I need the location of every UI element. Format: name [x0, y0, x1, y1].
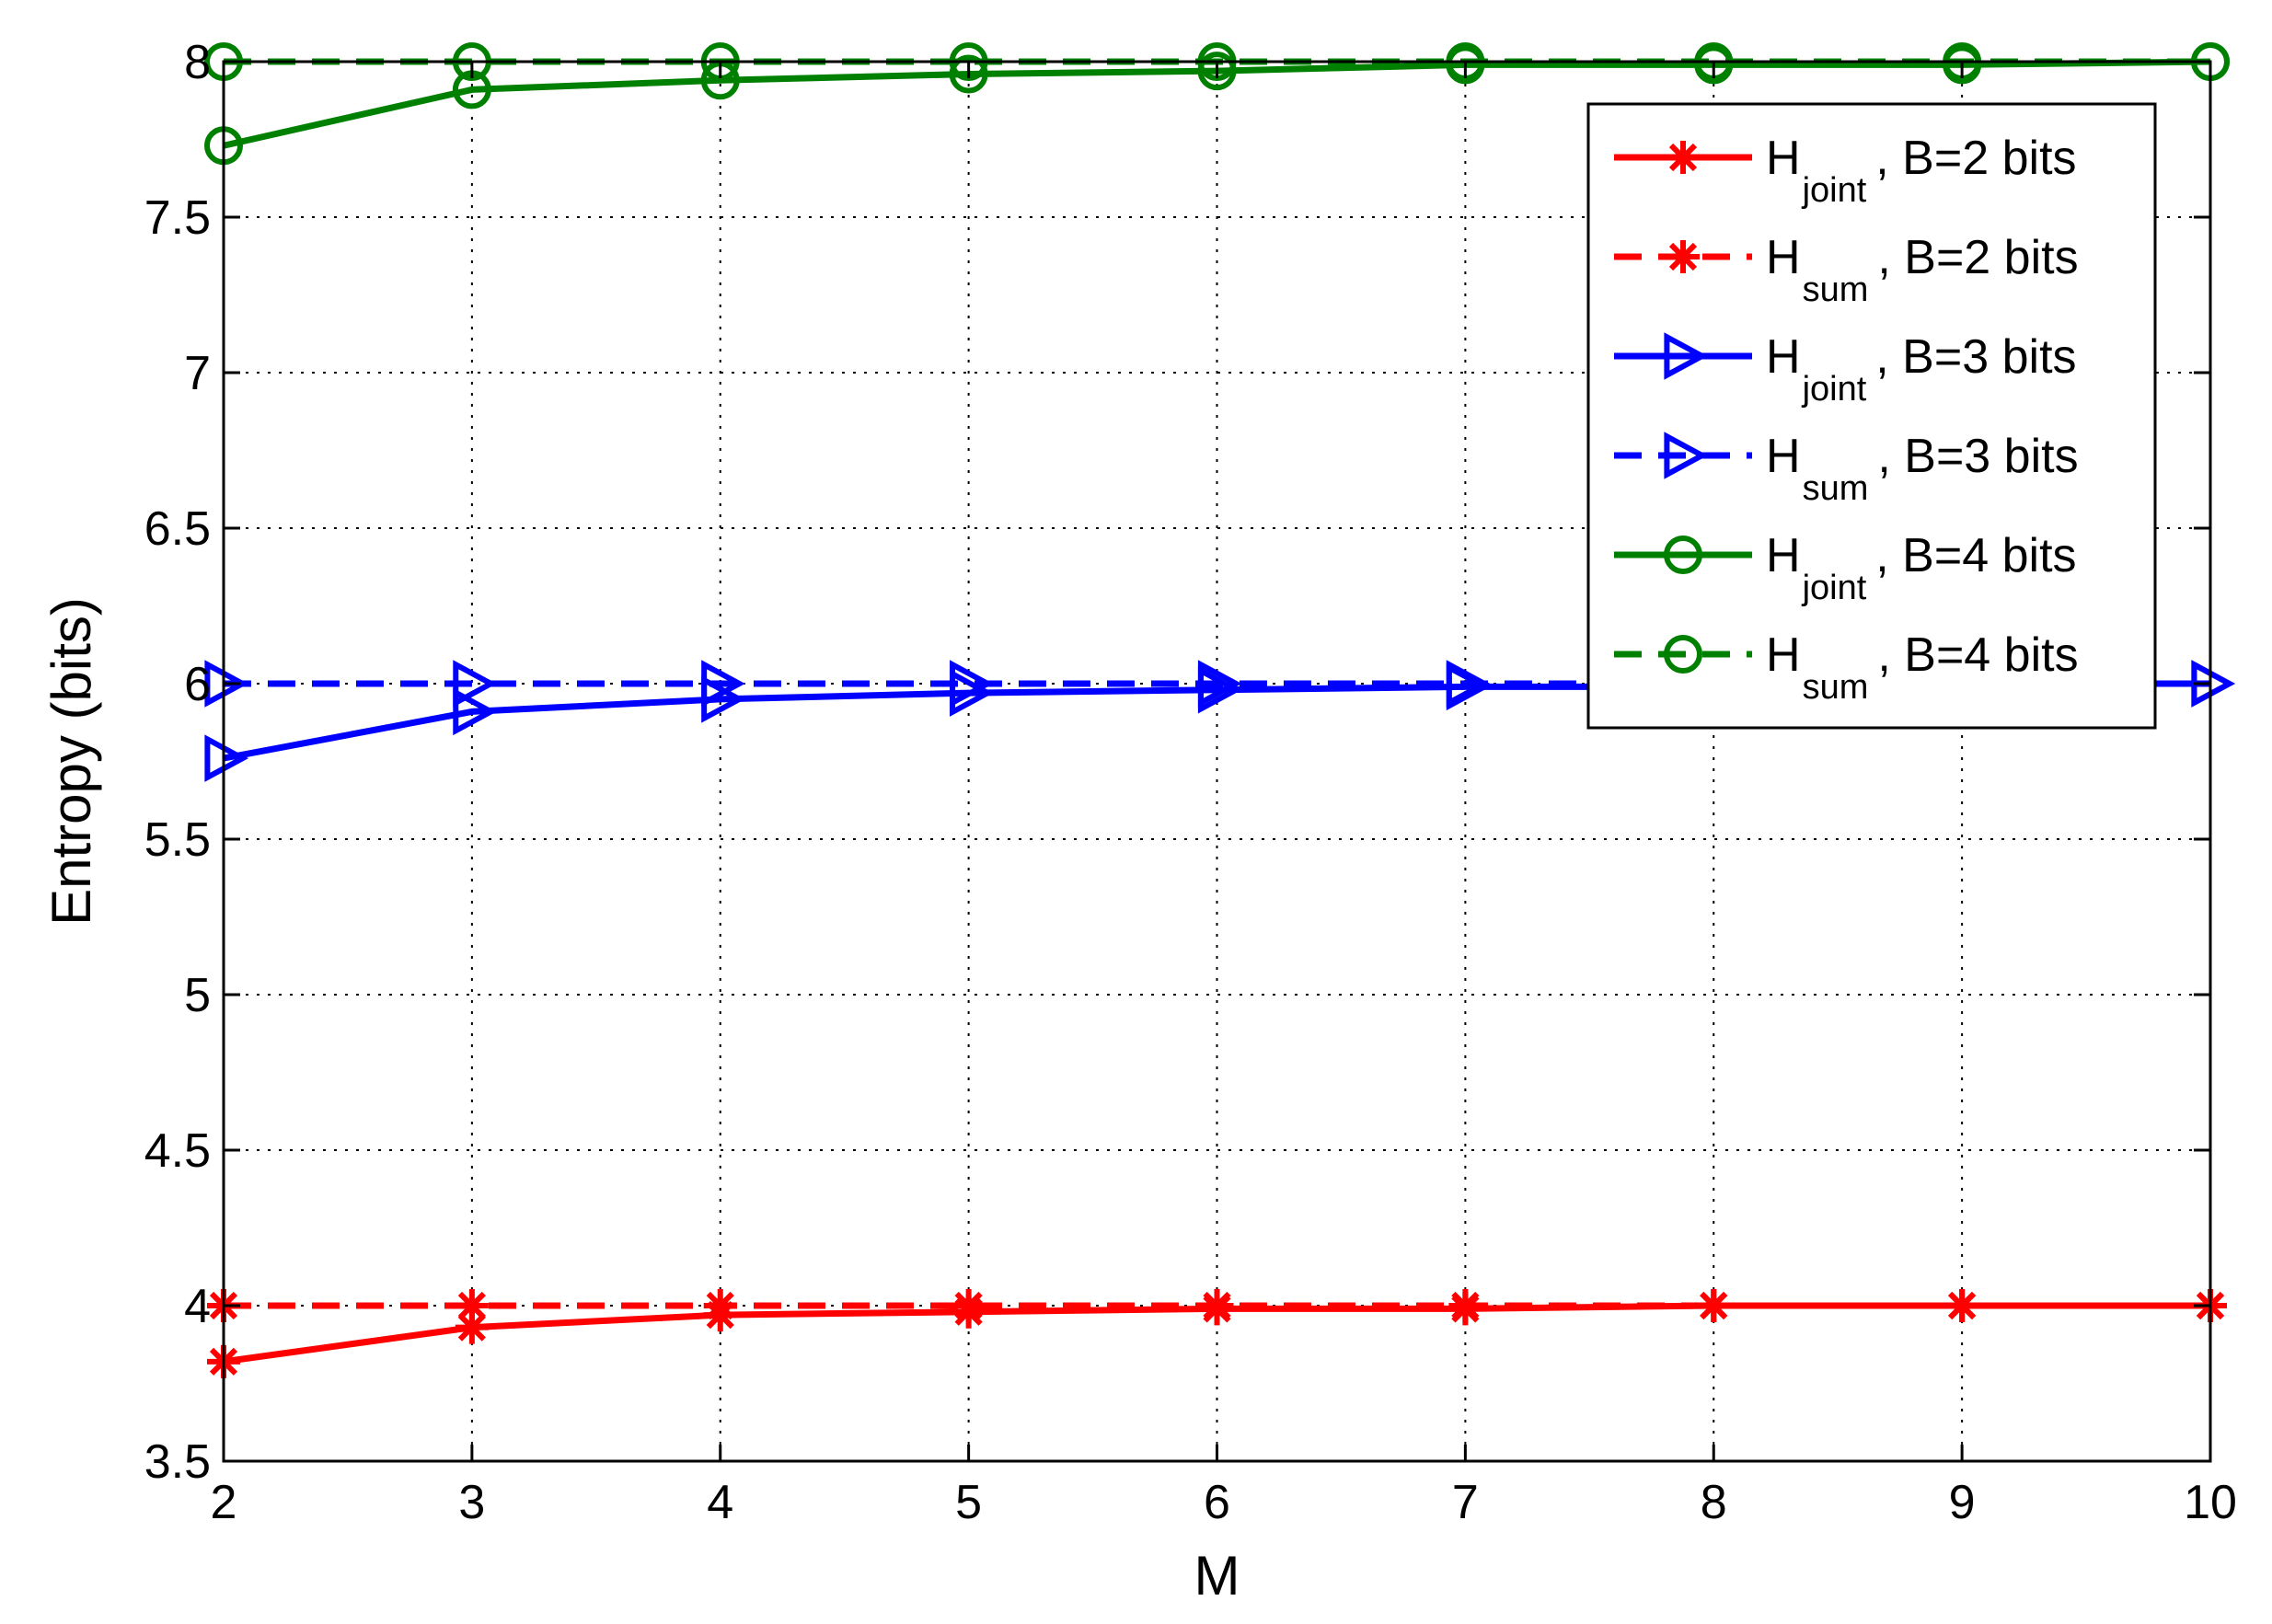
data-point [453, 687, 497, 736]
legend-label: Hsum, B=4 bits [1766, 628, 2079, 707]
x-axis-title: M [1194, 1545, 1240, 1607]
data-point [1448, 1289, 1482, 1322]
data-point [1945, 1289, 1979, 1322]
legend-label: Hjoint, B=4 bits [1766, 529, 2077, 607]
data-point [1200, 1289, 1234, 1322]
legend-item: Hsum, B=3 bits [1614, 430, 2079, 508]
data-point [1446, 660, 1491, 708]
legend-marker [1667, 141, 1700, 174]
data-point [455, 1289, 489, 1322]
legend-label: Hjoint, B=3 bits [1766, 330, 2077, 409]
y-tick-label: 5 [184, 969, 211, 1022]
x-tick-label: 9 [1949, 1476, 1976, 1529]
data-point [951, 1289, 986, 1322]
tick-labels: 2 3 4 5 6 7 8 9 10 3.5 4 4.5 5 5.5 6 6.5 7 7.5 8 [144, 36, 2237, 1529]
legend-marker [1664, 332, 1709, 380]
x-tick-label: 2 [211, 1476, 237, 1529]
data-point [703, 1289, 737, 1322]
y-tick-label: 6 [184, 658, 211, 711]
legend-item: Hsum, B=2 bits [1614, 231, 2079, 309]
y-tick-label: 7 [184, 347, 211, 400]
y-tick-label: 5.5 [144, 813, 211, 867]
y-tick-label: 7.5 [144, 191, 211, 245]
y-tick-label: 3.5 [144, 1435, 211, 1489]
y-tick-label: 6.5 [144, 502, 211, 556]
axes [222, 60, 2212, 1463]
legend-item: Hjoint, B=2 bits [1614, 132, 2077, 210]
legend-label: Hjoint, B=2 bits [1766, 132, 2077, 210]
legend-label: Hsum, B=2 bits [1766, 231, 2079, 309]
y-axis-title: Entropy (bits) [40, 597, 102, 926]
data-point [204, 734, 249, 782]
x-tick-label: 10 [2184, 1476, 2237, 1529]
series-1 [207, 1289, 2227, 1322]
x-tick-label: 3 [458, 1476, 485, 1529]
data-point [949, 54, 988, 94]
legend-marker [1664, 536, 1702, 574]
y-tick-label: 4.5 [144, 1124, 211, 1178]
x-tick-label: 4 [707, 1476, 733, 1529]
x-tick-label: 6 [1204, 1476, 1230, 1529]
x-tick-label: 7 [1452, 1476, 1479, 1529]
legend-item: Hsum, B=4 bits [1614, 628, 2079, 707]
data-point [701, 660, 745, 708]
legend-marker [1664, 635, 1702, 674]
legend: Hjoint, B=2 bits Hsum, B=2 bits Hjoint, B=… [1586, 102, 2157, 730]
legend-marker [1667, 240, 1700, 273]
legend-item: Hjoint, B=3 bits [1614, 330, 2077, 409]
x-tick-label: 5 [955, 1476, 982, 1529]
y-tick-label: 8 [184, 36, 211, 89]
legend-item: Hjoint, B=4 bits [1614, 529, 2077, 607]
legend-marker [1664, 432, 1709, 479]
data-point [204, 660, 249, 708]
x-tick-label: 8 [1701, 1476, 1727, 1529]
y-tick-label: 4 [184, 1280, 211, 1333]
data-point [453, 660, 497, 708]
data-point [1697, 1289, 1731, 1322]
data-point [950, 660, 994, 708]
legend-box [1586, 102, 2157, 730]
legend-label: Hsum, B=3 bits [1766, 430, 2079, 508]
data-point [1197, 660, 1242, 708]
